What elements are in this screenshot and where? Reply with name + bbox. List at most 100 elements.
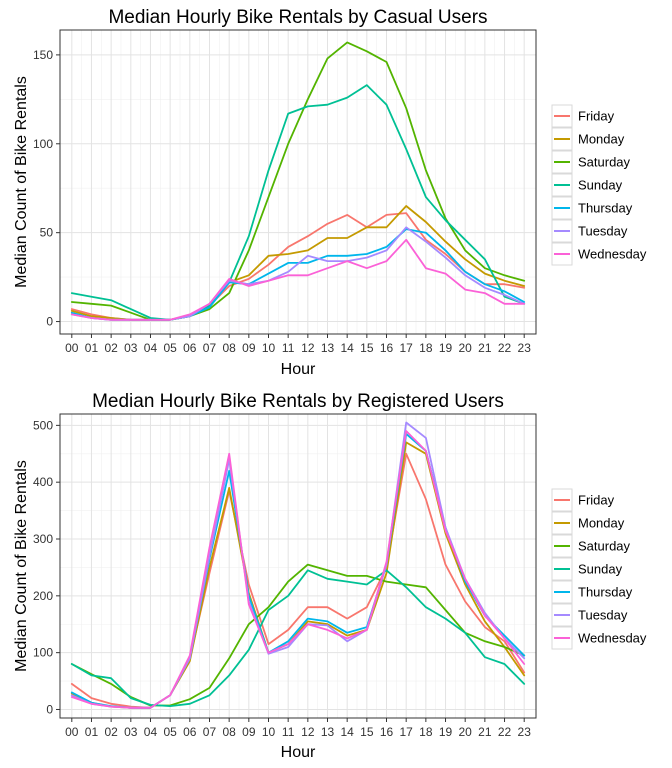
x-tick-label: 20 bbox=[459, 341, 473, 355]
legend-item-thursday: Thursday bbox=[551, 196, 633, 220]
y-tick-label: 500 bbox=[33, 418, 53, 432]
legend: Friday Monday Saturday Sunday Thursday Tuesda… bbox=[551, 104, 647, 266]
x-tick-label: 06 bbox=[183, 341, 197, 355]
y-tick-label: 0 bbox=[46, 315, 53, 329]
x-tick-label: 19 bbox=[439, 341, 453, 355]
x-tick-label: 02 bbox=[104, 725, 118, 739]
x-tick-label: 15 bbox=[360, 725, 374, 739]
legend-label: Saturday bbox=[578, 155, 631, 170]
legend-item-sunday: Sunday bbox=[551, 173, 623, 197]
x-tick-label: 13 bbox=[321, 341, 335, 355]
series-line-wednesday bbox=[70, 430, 526, 709]
x-tick-label: 04 bbox=[144, 725, 158, 739]
x-tick-label: 01 bbox=[85, 725, 99, 739]
x-tick-label: 12 bbox=[301, 725, 315, 739]
y-axis-title: Median Count of Bike Rentals bbox=[13, 460, 30, 672]
x-tick-label: 05 bbox=[163, 725, 177, 739]
legend-item-thursday: Thursday bbox=[551, 580, 633, 604]
x-tick-label: 18 bbox=[419, 341, 433, 355]
legend-item-wednesday: Wednesday bbox=[551, 626, 647, 650]
legend-label: Monday bbox=[578, 516, 625, 531]
legend-item-tuesday: Tuesday bbox=[551, 219, 628, 243]
legend-label: Thursday bbox=[578, 201, 633, 216]
x-tick-label: 04 bbox=[144, 341, 158, 355]
x-tick-label: 20 bbox=[459, 725, 473, 739]
legend: Friday Monday Saturday Sunday Thursday Tuesda… bbox=[551, 488, 647, 650]
x-tick-label: 23 bbox=[518, 341, 532, 355]
y-tick-label: 400 bbox=[33, 475, 53, 489]
x-tick-label: 03 bbox=[124, 341, 138, 355]
series-line-sunday bbox=[70, 84, 526, 321]
series-line-wednesday bbox=[70, 238, 526, 321]
plot-border bbox=[59, 413, 537, 719]
x-tick-label: 17 bbox=[400, 725, 414, 739]
legend-label: Sunday bbox=[578, 562, 623, 577]
legend-item-saturday: Saturday bbox=[551, 534, 631, 558]
legend-label: Friday bbox=[578, 109, 615, 124]
legend-item-sunday: Sunday bbox=[551, 557, 623, 581]
x-tick-label: 06 bbox=[183, 725, 197, 739]
legend-item-friday: Friday bbox=[551, 104, 615, 128]
x-tick-label: 07 bbox=[203, 341, 217, 355]
legend-label: Saturday bbox=[578, 539, 631, 554]
x-tick-label: 22 bbox=[498, 341, 512, 355]
x-tick-label: 14 bbox=[340, 725, 354, 739]
y-tick-label: 150 bbox=[33, 48, 53, 62]
x-tick-label: 09 bbox=[242, 725, 256, 739]
y-tick-label: 100 bbox=[33, 137, 53, 151]
chart-panel-2: Median Hourly Bike Rentals by Registered… bbox=[13, 391, 647, 761]
chart-title: Median Hourly Bike Rentals by Registered… bbox=[92, 391, 504, 412]
legend-item-friday: Friday bbox=[551, 488, 615, 512]
y-tick-label: 0 bbox=[46, 702, 53, 716]
y-tick-label: 100 bbox=[33, 646, 53, 660]
x-tick-label: 10 bbox=[262, 725, 276, 739]
x-tick-label: 10 bbox=[262, 341, 276, 355]
x-tick-label: 21 bbox=[478, 725, 492, 739]
x-tick-label: 05 bbox=[163, 341, 177, 355]
x-tick-label: 11 bbox=[282, 725, 295, 739]
x-tick-label: 21 bbox=[478, 341, 492, 355]
x-tick-label: 11 bbox=[282, 341, 295, 355]
x-tick-label: 22 bbox=[498, 725, 512, 739]
x-tick-label: 00 bbox=[65, 725, 79, 739]
x-axis-title: Hour bbox=[281, 744, 316, 761]
legend-item-monday: Monday bbox=[551, 127, 625, 151]
x-tick-label: 03 bbox=[124, 725, 138, 739]
x-tick-label: 00 bbox=[65, 341, 79, 355]
legend-item-tuesday: Tuesday bbox=[551, 603, 628, 627]
series-line-sunday bbox=[70, 569, 526, 707]
x-tick-label: 08 bbox=[222, 341, 236, 355]
x-tick-label: 08 bbox=[222, 725, 236, 739]
x-tick-label: 17 bbox=[400, 341, 414, 355]
x-tick-label: 23 bbox=[518, 725, 532, 739]
chart-title: Median Hourly Bike Rentals by Casual Use… bbox=[108, 7, 487, 28]
legend-label: Sunday bbox=[578, 178, 623, 193]
legend-label: Tuesday bbox=[578, 608, 628, 623]
chart-panel-1: Median Hourly Bike Rentals by Casual Use… bbox=[13, 7, 647, 378]
legend-label: Thursday bbox=[578, 585, 633, 600]
x-tick-label: 16 bbox=[380, 341, 394, 355]
legend-label: Monday bbox=[578, 132, 625, 147]
legend-label: Friday bbox=[578, 493, 615, 508]
x-tick-label: 09 bbox=[242, 341, 256, 355]
x-tick-label: 12 bbox=[301, 341, 315, 355]
y-tick-label: 50 bbox=[40, 226, 54, 240]
x-tick-label: 14 bbox=[340, 341, 354, 355]
legend-label: Wednesday bbox=[578, 247, 647, 262]
y-tick-label: 200 bbox=[33, 589, 53, 603]
x-tick-label: 02 bbox=[104, 341, 118, 355]
x-tick-label: 16 bbox=[380, 725, 394, 739]
plot-border bbox=[59, 29, 537, 335]
x-tick-label: 19 bbox=[439, 725, 453, 739]
legend-item-monday: Monday bbox=[551, 511, 625, 535]
x-axis-title: Hour bbox=[281, 361, 316, 378]
legend-item-saturday: Saturday bbox=[551, 150, 631, 174]
x-tick-label: 18 bbox=[419, 725, 433, 739]
legend-item-wednesday: Wednesday bbox=[551, 242, 647, 266]
x-tick-label: 13 bbox=[321, 725, 335, 739]
legend-label: Tuesday bbox=[578, 224, 628, 239]
legend-label: Wednesday bbox=[578, 631, 647, 646]
y-axis-title: Median Count of Bike Rentals bbox=[13, 76, 30, 288]
x-tick-label: 01 bbox=[85, 341, 99, 355]
